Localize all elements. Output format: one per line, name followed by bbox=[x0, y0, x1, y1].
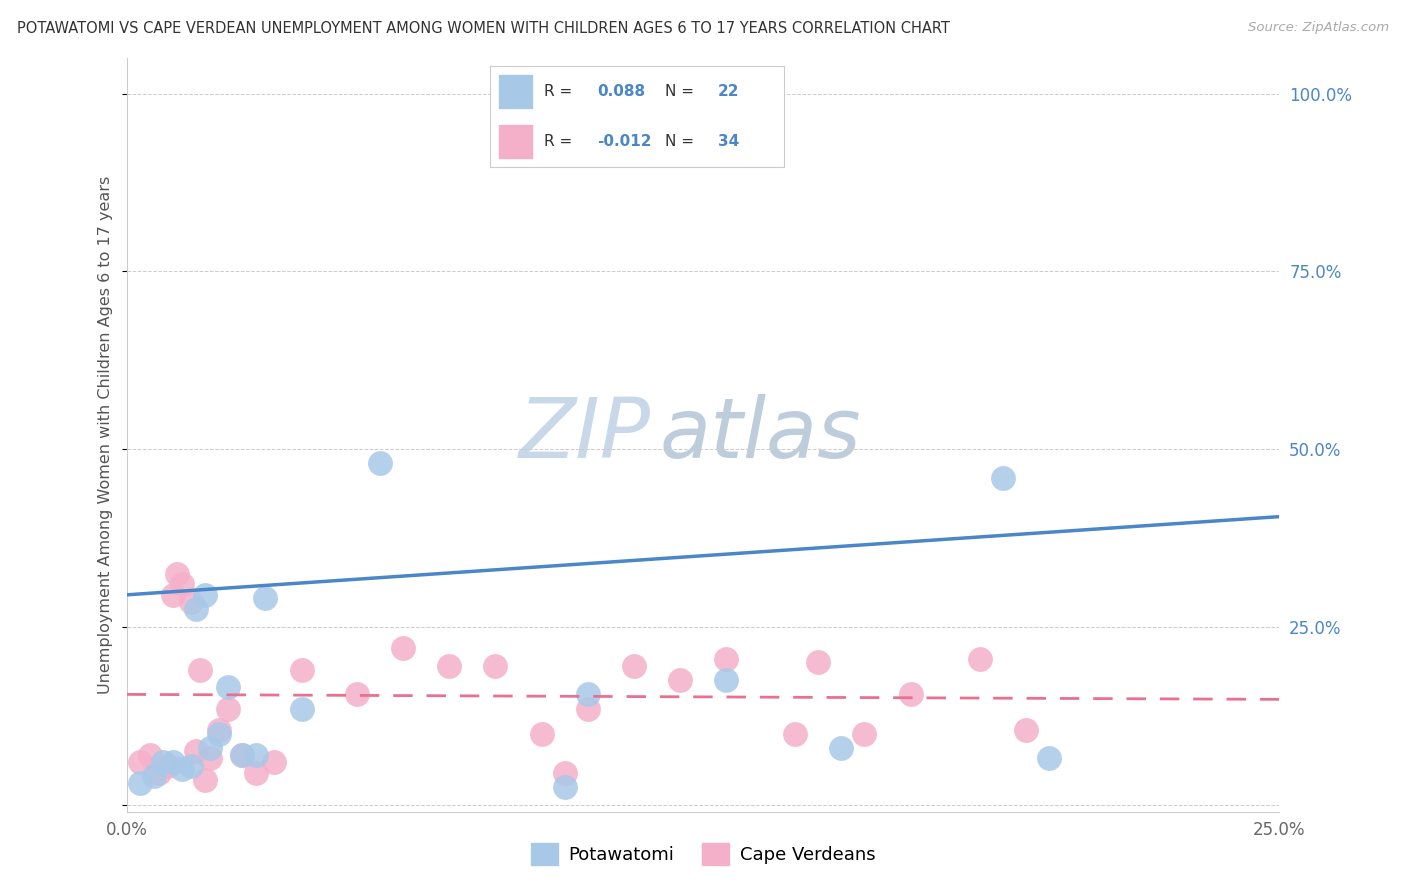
Point bbox=[208, 726, 231, 740]
Point bbox=[184, 602, 207, 616]
Text: ZIP: ZIP bbox=[519, 394, 651, 475]
Point bbox=[194, 588, 217, 602]
Point bbox=[439, 659, 461, 673]
Point bbox=[129, 776, 152, 790]
Point bbox=[554, 765, 576, 780]
Point bbox=[180, 758, 202, 772]
Point bbox=[392, 641, 415, 656]
Point bbox=[253, 591, 276, 606]
Point bbox=[1015, 723, 1038, 737]
Point bbox=[170, 762, 193, 776]
Point bbox=[231, 747, 253, 762]
Point bbox=[129, 755, 152, 769]
Point bbox=[152, 755, 174, 769]
Point bbox=[198, 751, 221, 765]
Point bbox=[198, 740, 221, 755]
Point bbox=[785, 726, 807, 740]
Point bbox=[157, 758, 180, 772]
Point bbox=[900, 687, 922, 701]
Point bbox=[714, 673, 737, 688]
Point bbox=[217, 701, 239, 715]
Point bbox=[991, 470, 1014, 484]
Point bbox=[807, 656, 830, 670]
Point bbox=[830, 740, 852, 755]
Y-axis label: Unemployment Among Women with Children Ages 6 to 17 years: Unemployment Among Women with Children A… bbox=[98, 176, 114, 694]
Point bbox=[484, 659, 506, 673]
Point bbox=[208, 723, 231, 737]
Point bbox=[263, 755, 285, 769]
Point bbox=[576, 687, 599, 701]
Point bbox=[669, 673, 692, 688]
Text: POTAWATOMI VS CAPE VERDEAN UNEMPLOYMENT AMONG WOMEN WITH CHILDREN AGES 6 TO 17 Y: POTAWATOMI VS CAPE VERDEAN UNEMPLOYMENT … bbox=[17, 21, 949, 36]
Point bbox=[148, 765, 170, 780]
Point bbox=[853, 726, 876, 740]
Point bbox=[1038, 751, 1060, 765]
Point bbox=[180, 595, 202, 609]
Point bbox=[217, 680, 239, 694]
Point bbox=[184, 744, 207, 758]
Point bbox=[554, 780, 576, 794]
Point bbox=[231, 747, 253, 762]
Point bbox=[188, 663, 211, 677]
Point bbox=[714, 652, 737, 666]
Point bbox=[245, 747, 267, 762]
Point bbox=[162, 755, 184, 769]
Point bbox=[143, 769, 166, 783]
Point bbox=[969, 652, 991, 666]
Point bbox=[138, 747, 160, 762]
Point bbox=[368, 456, 391, 470]
Point bbox=[162, 588, 184, 602]
Point bbox=[291, 701, 314, 715]
Point bbox=[245, 765, 267, 780]
Point bbox=[530, 726, 553, 740]
Point bbox=[166, 566, 188, 581]
Point bbox=[291, 663, 314, 677]
Point bbox=[346, 687, 368, 701]
Text: Source: ZipAtlas.com: Source: ZipAtlas.com bbox=[1249, 21, 1389, 34]
Point bbox=[623, 659, 645, 673]
Point bbox=[576, 701, 599, 715]
Point bbox=[194, 772, 217, 787]
Text: atlas: atlas bbox=[659, 394, 860, 475]
Point bbox=[170, 577, 193, 591]
Legend: Potawatomi, Cape Verdeans: Potawatomi, Cape Verdeans bbox=[523, 836, 883, 872]
